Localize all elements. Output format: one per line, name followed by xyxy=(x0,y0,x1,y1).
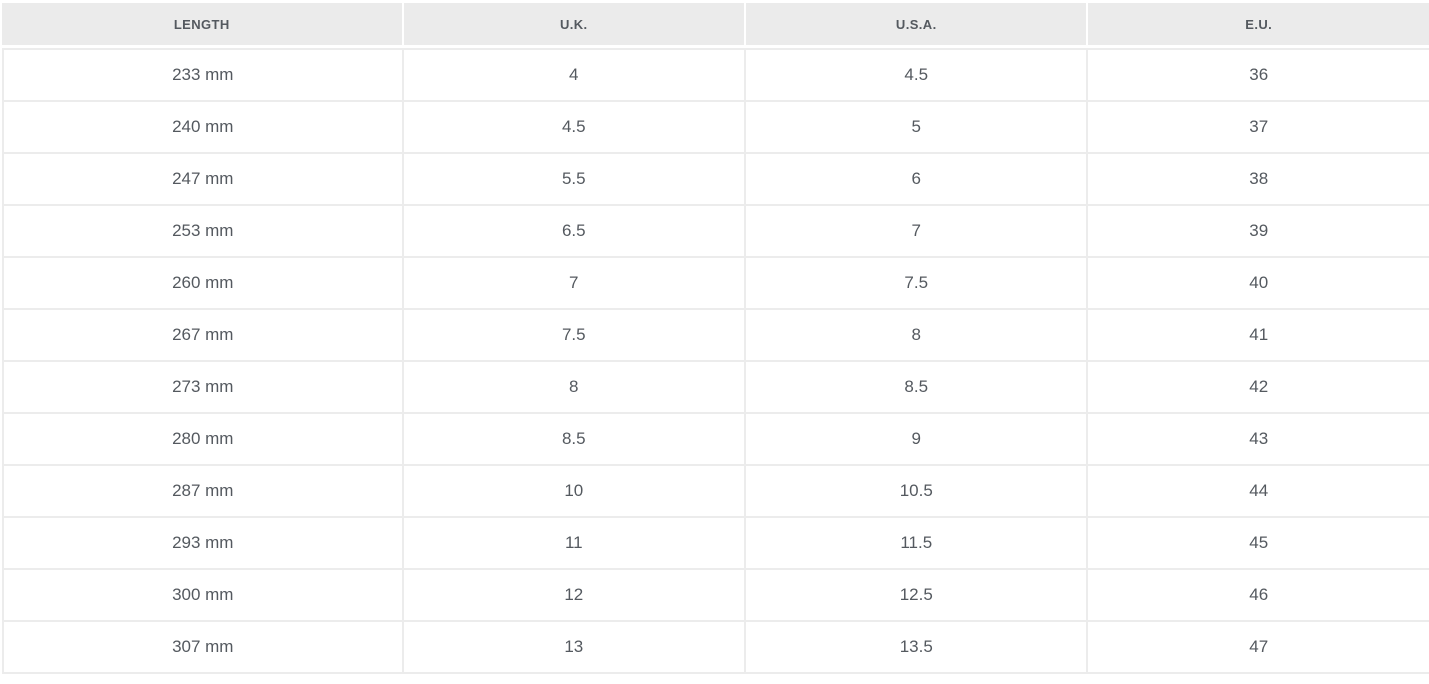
column-header-length: LENGTH xyxy=(2,3,402,48)
column-header-eu: E.U. xyxy=(1086,3,1429,48)
cell-eu: 36 xyxy=(1086,48,1429,102)
cell-uk: 5.5 xyxy=(401,154,745,206)
table-row: 307 mm 13 13.5 47 xyxy=(2,622,1429,674)
cell-usa: 13.5 xyxy=(744,622,1087,674)
cell-usa: 12.5 xyxy=(744,570,1087,622)
cell-length: 240 mm xyxy=(2,102,402,154)
table-row: 260 mm 7 7.5 40 xyxy=(2,258,1429,310)
table-row: 240 mm 4.5 5 37 xyxy=(2,102,1429,154)
cell-eu: 41 xyxy=(1086,310,1429,362)
cell-uk: 7 xyxy=(401,258,745,310)
cell-usa: 8 xyxy=(744,310,1087,362)
table-row: 253 mm 6.5 7 39 xyxy=(2,206,1429,258)
cell-length: 267 mm xyxy=(2,310,402,362)
cell-length: 247 mm xyxy=(2,154,402,206)
cell-length: 307 mm xyxy=(2,622,402,674)
cell-eu: 47 xyxy=(1086,622,1429,674)
cell-length: 287 mm xyxy=(2,466,402,518)
cell-length: 293 mm xyxy=(2,518,402,570)
cell-length: 273 mm xyxy=(2,362,402,414)
cell-usa: 6 xyxy=(744,154,1087,206)
table-header: LENGTH U.K. U.S.A. E.U. xyxy=(2,3,1429,48)
cell-length: 260 mm xyxy=(2,258,402,310)
cell-length: 253 mm xyxy=(2,206,402,258)
header-row: LENGTH U.K. U.S.A. E.U. xyxy=(2,3,1429,48)
table-row: 287 mm 10 10.5 44 xyxy=(2,466,1429,518)
cell-uk: 4 xyxy=(401,48,745,102)
cell-uk: 8 xyxy=(401,362,745,414)
table-row: 247 mm 5.5 6 38 xyxy=(2,154,1429,206)
cell-usa: 7.5 xyxy=(744,258,1087,310)
cell-eu: 42 xyxy=(1086,362,1429,414)
cell-usa: 5 xyxy=(744,102,1087,154)
cell-uk: 7.5 xyxy=(401,310,745,362)
column-header-usa: U.S.A. xyxy=(744,3,1087,48)
cell-eu: 45 xyxy=(1086,518,1429,570)
table-body: 233 mm 4 4.5 36 240 mm 4.5 5 37 247 mm 5… xyxy=(2,48,1429,674)
table-row: 280 mm 8.5 9 43 xyxy=(2,414,1429,466)
cell-usa: 8.5 xyxy=(744,362,1087,414)
cell-eu: 39 xyxy=(1086,206,1429,258)
cell-uk: 13 xyxy=(401,622,745,674)
cell-uk: 4.5 xyxy=(401,102,745,154)
column-header-uk: U.K. xyxy=(401,3,745,48)
cell-uk: 6.5 xyxy=(401,206,745,258)
table-row: 233 mm 4 4.5 36 xyxy=(2,48,1429,102)
cell-usa: 4.5 xyxy=(744,48,1087,102)
cell-eu: 38 xyxy=(1086,154,1429,206)
cell-uk: 12 xyxy=(401,570,745,622)
cell-eu: 44 xyxy=(1086,466,1429,518)
size-conversion-table: LENGTH U.K. U.S.A. E.U. 233 mm 4 4.5 36 … xyxy=(2,3,1429,674)
cell-uk: 11 xyxy=(401,518,745,570)
cell-length: 280 mm xyxy=(2,414,402,466)
cell-eu: 40 xyxy=(1086,258,1429,310)
cell-usa: 10.5 xyxy=(744,466,1087,518)
table-row: 300 mm 12 12.5 46 xyxy=(2,570,1429,622)
cell-usa: 9 xyxy=(744,414,1087,466)
cell-eu: 37 xyxy=(1086,102,1429,154)
cell-length: 233 mm xyxy=(2,48,402,102)
cell-usa: 7 xyxy=(744,206,1087,258)
table-row: 293 mm 11 11.5 45 xyxy=(2,518,1429,570)
cell-eu: 46 xyxy=(1086,570,1429,622)
cell-eu: 43 xyxy=(1086,414,1429,466)
table-row: 267 mm 7.5 8 41 xyxy=(2,310,1429,362)
cell-usa: 11.5 xyxy=(744,518,1087,570)
cell-length: 300 mm xyxy=(2,570,402,622)
cell-uk: 8.5 xyxy=(401,414,745,466)
table-row: 273 mm 8 8.5 42 xyxy=(2,362,1429,414)
cell-uk: 10 xyxy=(401,466,745,518)
